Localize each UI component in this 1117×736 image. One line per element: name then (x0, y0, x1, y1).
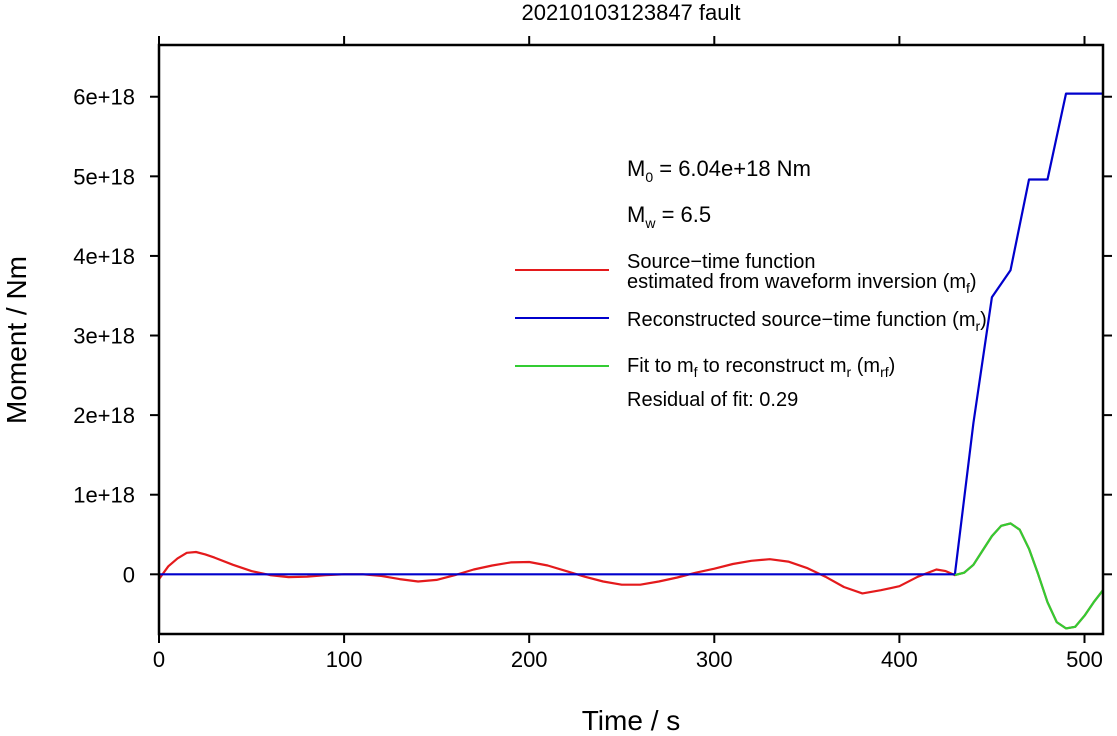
legend-label-stf-line2: estimated from waveform inversion (mf) (627, 271, 977, 296)
x-tick-label: 200 (511, 647, 548, 672)
plot-area (157, 43, 1105, 636)
x-tick-label: 0 (153, 647, 165, 672)
x-axis-label: Time / s (582, 705, 681, 736)
x-tick-label: 300 (696, 647, 733, 672)
x-tick-label: 100 (326, 647, 363, 672)
annotations: M0 = 6.04e+18 Nm Mw = 6.5 (627, 156, 811, 231)
series-line-1 (159, 92, 1103, 576)
legend-label-fit: Fit to mf to reconstruct mr (mrf) (627, 355, 895, 380)
seismic-moment-annotation: M0 = 6.04e+18 Nm (627, 156, 811, 185)
series-line-0 (158, 522, 1104, 630)
chart-title: 20210103123847 fault (522, 0, 741, 25)
legend-label-stf-line1: Source−time function (627, 251, 815, 273)
y-tick-label: 5e+18 (73, 164, 135, 189)
y-axis: 0 1e+18 2e+18 3e+18 4e+18 5e+18 6e+18 (73, 85, 1112, 587)
y-tick-label: 2e+18 (73, 403, 135, 428)
series-line-2 (954, 522, 1104, 630)
plot-frame (157, 43, 1105, 636)
legend: Source−time function estimated from wave… (515, 251, 987, 411)
y-tick-label: 0 (123, 562, 135, 587)
x-tick-label: 500 (1066, 647, 1103, 672)
legend-label-reconstructed: Reconstructed source−time function (mr) (627, 309, 987, 334)
y-tick-label: 3e+18 (73, 324, 135, 349)
y-axis-label: Moment / Nm (1, 256, 32, 424)
y-tick-label: 4e+18 (73, 244, 135, 269)
moment-magnitude-annotation: Mw = 6.5 (627, 202, 711, 231)
y-tick-label: 6e+18 (73, 85, 135, 110)
x-axis: 0 100 200 300 400 500 (153, 36, 1103, 672)
series-layer (158, 92, 1104, 630)
residual-annotation: Residual of fit: 0.29 (627, 389, 798, 411)
y-tick-label: 1e+18 (73, 483, 135, 508)
x-tick-label: 400 (881, 647, 918, 672)
